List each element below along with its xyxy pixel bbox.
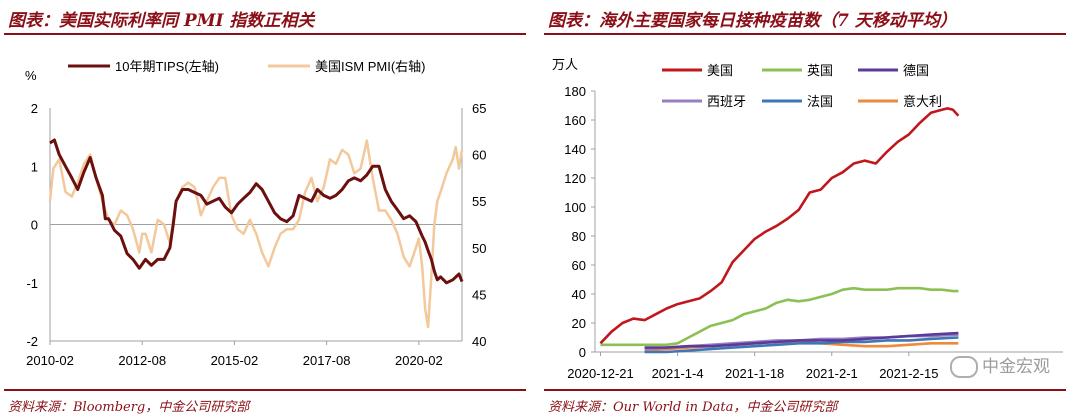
y-tick-label: 80 bbox=[572, 229, 586, 244]
left-title-rule bbox=[4, 33, 526, 35]
x-tick-label: 2021-2-15 bbox=[879, 366, 938, 381]
tips-pmi-chart: % -2 -1 0 1 2 40 45 50 55 60 65 2010-02 2012-08 2015-0… bbox=[25, 59, 486, 368]
left-panel-source: 资料来源：Bloomberg，中金公司研究部 bbox=[8, 400, 250, 415]
tips-series-line bbox=[49, 138, 464, 285]
left-y-axis-label: % bbox=[25, 68, 37, 83]
vaccination-chart: 万人 0 20 40 60 80 100 120 140 160 180 2020-12-21 2021… bbox=[552, 57, 1063, 381]
series-line-2 bbox=[644, 331, 959, 349]
y-tick-label: 120 bbox=[564, 171, 586, 186]
right-y-tick-label: 65 bbox=[472, 101, 486, 116]
right-panel: 图表：海外主要国家每日接种疫苗数（7 天移动平均） 万人 0 20 40 60 80 100… bbox=[540, 0, 1070, 417]
wechat-icon bbox=[950, 356, 978, 378]
pmi-series-line bbox=[48, 139, 464, 329]
legend-label: 德国 bbox=[903, 63, 929, 78]
x-tick-label: 2010-02 bbox=[26, 353, 74, 368]
series-line-1 bbox=[600, 286, 959, 347]
y-tick-label: 180 bbox=[564, 84, 586, 99]
legend-label: 西班牙 bbox=[707, 94, 746, 109]
legend-label: 意大利 bbox=[903, 94, 942, 109]
right-y-tick-label: 55 bbox=[472, 194, 486, 209]
right-y-tick-label: 60 bbox=[472, 148, 486, 163]
x-tick-label: 2021-2-1 bbox=[806, 366, 858, 381]
y-tick-label: 20 bbox=[572, 316, 586, 331]
left-panel-title: 图表：美国实际利率同 PMI 指数正相关 bbox=[8, 11, 315, 31]
watermark-text: 中金宏观 bbox=[982, 357, 1050, 377]
y-tick-label: 60 bbox=[572, 258, 586, 273]
right-panel-source: 资料来源：Our World in Data，中金公司研究部 bbox=[548, 400, 838, 415]
y-tick-label: 140 bbox=[564, 142, 586, 157]
right-source-rule bbox=[544, 389, 1066, 391]
right-panel-title: 图表：海外主要国家每日接种疫苗数（7 天移动平均） bbox=[548, 11, 957, 31]
y-tick-label: 40 bbox=[572, 287, 586, 302]
x-tick-label: 2021-1-18 bbox=[725, 366, 784, 381]
left-source-rule bbox=[4, 389, 526, 391]
right-y-tick-label: 50 bbox=[472, 241, 486, 256]
left-y-tick-label: 1 bbox=[31, 159, 38, 174]
left-y-tick-label: -1 bbox=[26, 276, 38, 291]
x-tick-label: 2020-12-21 bbox=[567, 366, 634, 381]
x-tick-label: 2017-08 bbox=[303, 353, 351, 368]
left-y-tick-label: 0 bbox=[31, 218, 38, 233]
legend-label: 英国 bbox=[807, 63, 833, 78]
left-panel: 图表：美国实际利率同 PMI 指数正相关 % -2 -1 0 1 2 40 45 50 55 60 6… bbox=[0, 0, 530, 417]
watermark: 中金宏观 bbox=[950, 352, 1050, 378]
right-title-rule bbox=[544, 33, 1066, 35]
x-tick-label: 2020-02 bbox=[395, 353, 443, 368]
legend-label: 法国 bbox=[807, 94, 833, 109]
x-tick-label: 2012-08 bbox=[118, 353, 166, 368]
legend-label: 10年期TIPS(左轴) bbox=[115, 59, 219, 74]
legend-label: 美国 bbox=[707, 63, 733, 78]
x-tick-label: 2015-02 bbox=[211, 353, 259, 368]
y-tick-label: 0 bbox=[579, 345, 586, 360]
series-line-0 bbox=[599, 107, 960, 345]
y-tick-label: 100 bbox=[564, 200, 586, 215]
y-tick-label: 160 bbox=[564, 113, 586, 128]
left-y-tick-label: -2 bbox=[26, 334, 38, 349]
y-axis-label: 万人 bbox=[552, 57, 578, 72]
right-y-tick-label: 40 bbox=[472, 334, 486, 349]
series-line-4 bbox=[644, 336, 959, 354]
legend-label: 美国ISM PMI(右轴) bbox=[315, 59, 426, 74]
left-y-tick-label: 2 bbox=[31, 101, 38, 116]
right-y-tick-label: 45 bbox=[472, 287, 486, 302]
x-tick-label: 2021-1-4 bbox=[652, 366, 704, 381]
